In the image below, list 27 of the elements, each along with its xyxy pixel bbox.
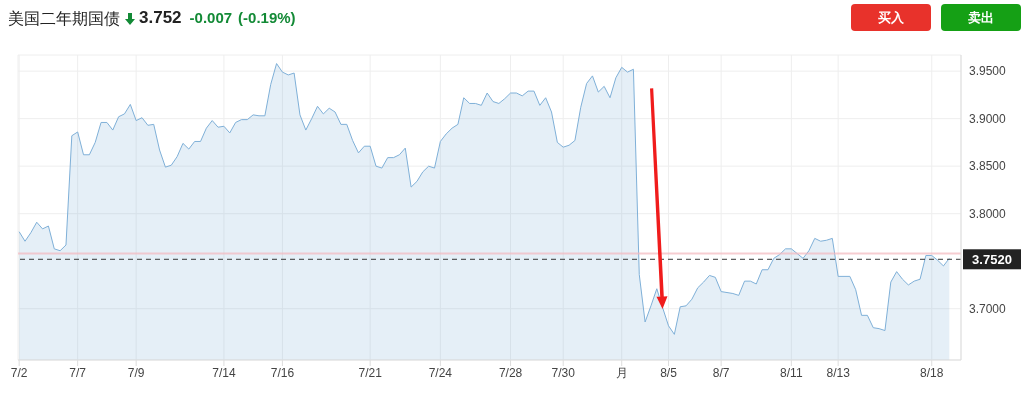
- text: 3.752: [139, 8, 182, 28]
- buy-button: 买入: [851, 4, 931, 31]
- x-tick-label: 7/24: [428, 365, 453, 380]
- y-tick-label: 3.9500: [969, 64, 1007, 79]
- x-tick-label: 7/2: [10, 365, 28, 380]
- x-tick-label: 7/9: [127, 365, 145, 380]
- y-tick-label: 3.7000: [969, 301, 1007, 316]
- x-tick-label: 7/16: [270, 365, 295, 380]
- x-tick-label: 8/18: [920, 365, 944, 380]
- chart-title: 美国二年期国债: [8, 9, 120, 29]
- ref-line-label: 3.7520: [972, 252, 1012, 268]
- x-tick-label: 7/30: [551, 365, 576, 380]
- sell-button: 卖出: [941, 4, 1021, 31]
- x-tick-label: 8/5: [660, 365, 678, 380]
- x-tick-label: 7/7: [69, 365, 87, 380]
- text: (-0.19%): [238, 9, 296, 26]
- x-tick-label: 7/21: [358, 365, 383, 380]
- y-tick-label: 3.8500: [969, 159, 1007, 174]
- x-tick-label: 8/13: [826, 365, 851, 380]
- x-tick-label: 7/14: [212, 365, 236, 380]
- x-tick-label: 8/7: [712, 365, 730, 380]
- x-tick-label: 8/11: [780, 365, 803, 380]
- text: -0.007: [189, 9, 233, 26]
- y-tick-label: 3.8000: [969, 206, 1007, 221]
- x-tick-label: 月: [615, 365, 628, 380]
- x-tick-label: 7/28: [498, 365, 523, 380]
- y-tick-label: 3.9000: [969, 111, 1007, 126]
